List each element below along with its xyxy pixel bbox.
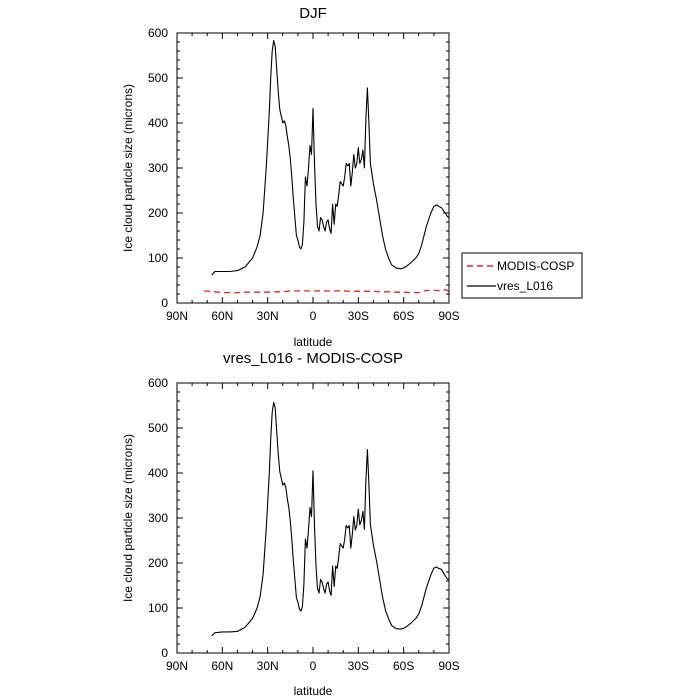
y-tick-label: 400: [148, 116, 168, 130]
x-tick-label: 90S: [438, 659, 459, 673]
axis-ticks: [176, 382, 450, 654]
y-tick-label: 600: [148, 26, 168, 40]
x-tick-label: 60N: [211, 309, 233, 323]
y-tick-label: 500: [148, 421, 168, 435]
y-tick-label: 200: [148, 206, 168, 220]
x-tick-label: 30N: [257, 659, 279, 673]
x-tick-label: 60S: [393, 659, 414, 673]
y-tick-label: 400: [148, 466, 168, 480]
y-tick-label: 0: [161, 646, 168, 660]
y-tick-label: 100: [148, 251, 168, 265]
y-tick-labels: 0 100 200 300 400 500 600: [148, 376, 168, 660]
series-line-vres-l016: [211, 40, 450, 276]
y-tick-label: 200: [148, 556, 168, 570]
y-axis-label: Ice cloud particle size (microns): [121, 84, 135, 252]
y-tick-label: 100: [148, 601, 168, 615]
chart-title: vres_L016 - MODIS-COSP: [223, 350, 403, 367]
plot-frame: [176, 382, 450, 654]
x-axis-label: latitude: [294, 684, 333, 698]
x-tick-label: 30S: [348, 309, 369, 323]
x-tick-labels: 90N 60N 30N 0 30S 60S 90S: [166, 309, 460, 323]
chart-panel-djf: DJF 90N 60N 30N 0 30S 60S 90S 0 100 200 300 400 500…: [121, 5, 460, 349]
y-tick-label: 300: [148, 511, 168, 525]
legend-entry-vres-l016: vres_L016: [497, 279, 553, 293]
x-tick-label: 0: [310, 309, 317, 323]
x-tick-label: 90N: [166, 659, 188, 673]
x-tick-label: 60N: [211, 659, 233, 673]
series-line-difference: [211, 401, 450, 637]
plot-frame: [176, 32, 450, 304]
y-tick-label: 600: [148, 376, 168, 390]
legend: MODIS-COSP vres_L016: [461, 252, 583, 299]
x-tick-label: 90S: [438, 309, 459, 323]
chart-title: DJF: [299, 5, 327, 22]
y-axis-label: Ice cloud particle size (microns): [121, 434, 135, 602]
y-tick-label: 0: [161, 296, 168, 310]
x-tick-labels: 90N 60N 30N 0 30S 60S 90S: [166, 659, 460, 673]
y-tick-labels: 0 100 200 300 400 500 600: [148, 26, 168, 310]
x-tick-label: 60S: [393, 309, 414, 323]
y-tick-label: 500: [148, 71, 168, 85]
series-line-modis-cosp: [204, 288, 450, 294]
series-layer: [204, 40, 450, 294]
x-tick-label: 30S: [348, 659, 369, 673]
x-tick-label: 0: [310, 659, 317, 673]
chart-panel-difference: vres_L016 - MODIS-COSP 90N 60N 30N 0 30S 60S 9…: [121, 350, 460, 698]
x-tick-label: 90N: [166, 309, 188, 323]
x-axis-label: latitude: [294, 335, 333, 349]
axis-ticks: [176, 32, 450, 304]
legend-box: [461, 252, 583, 299]
y-tick-label: 300: [148, 161, 168, 175]
legend-entry-modis-cosp: MODIS-COSP: [497, 259, 574, 273]
x-tick-label: 30N: [257, 309, 279, 323]
series-layer: [211, 401, 450, 637]
